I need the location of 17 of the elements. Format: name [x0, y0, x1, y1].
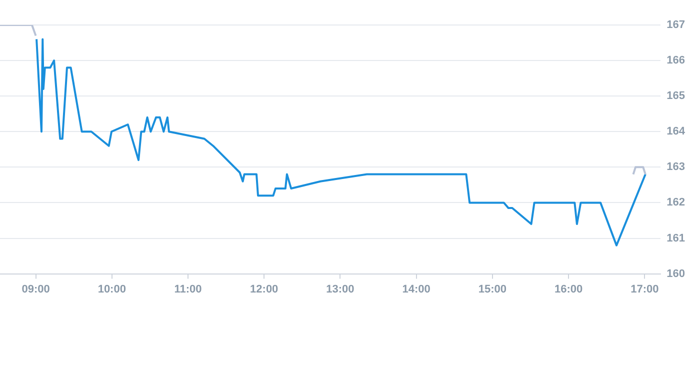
y-tick-label: 162: [666, 196, 686, 209]
x-tick-label: 12:00: [250, 283, 278, 296]
x-tick-label: 15:00: [478, 283, 507, 296]
y-tick-label: 163: [666, 161, 686, 174]
y-tick-label: 160: [666, 268, 686, 280]
x-tick-label: 10:00: [98, 283, 126, 296]
x-tick-label: 13:00: [326, 283, 354, 296]
x-tick-label: 14:00: [402, 283, 430, 296]
y-tick-label: 167: [666, 19, 686, 32]
x-tick-label: 11:00: [174, 283, 202, 296]
y-tick-label: 166: [666, 54, 686, 67]
x-tick-label: 09:00: [22, 283, 50, 296]
y-tick-label: 165: [666, 90, 686, 102]
y-tick-label: 161: [666, 232, 686, 244]
x-tick-label: 16:00: [554, 283, 583, 296]
y-tick-label: 164: [666, 126, 686, 138]
x-tick-label: 17:00: [630, 283, 659, 296]
